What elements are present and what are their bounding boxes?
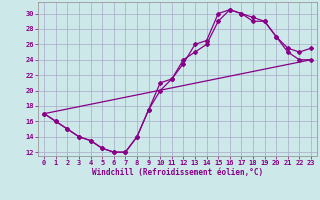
X-axis label: Windchill (Refroidissement éolien,°C): Windchill (Refroidissement éolien,°C) [92,168,263,177]
